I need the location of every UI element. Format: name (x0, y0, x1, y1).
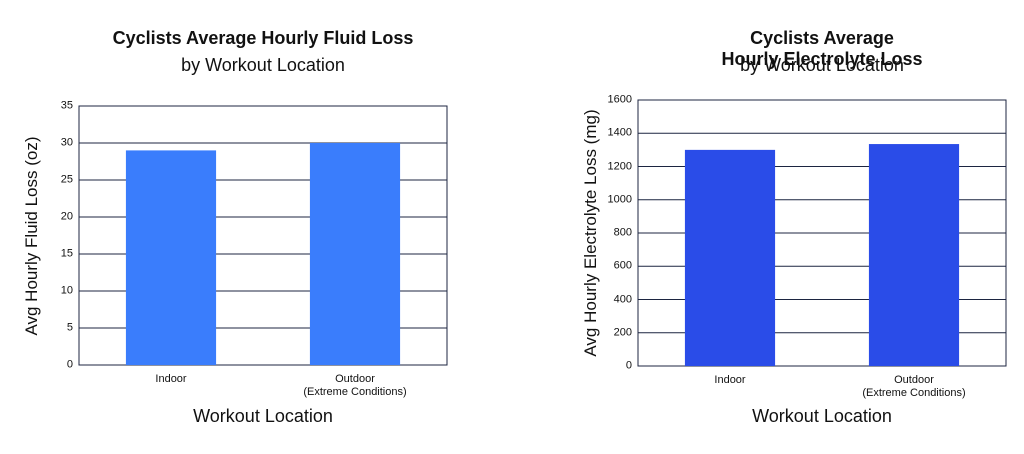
chart-title: Cyclists Average Hourly Electrolyte Loss (721, 28, 923, 69)
bar (309, 143, 401, 365)
y-tick-label: 0 (66, 358, 73, 371)
y-axis-title: Avg Hourly Electrolyte Loss (mg) (581, 109, 601, 357)
bar (684, 149, 776, 366)
y-tick-label: 1000 (607, 193, 632, 206)
x-tick-label: Outdoor (Extreme Conditions) (303, 373, 407, 398)
y-tick-label: 1600 (607, 93, 632, 106)
y-tick-label: 0 (625, 359, 632, 372)
y-tick-label: 10 (60, 284, 73, 297)
y-tick-label: 800 (613, 226, 632, 239)
y-axis-title: Avg Hourly Fluid Loss (oz) (22, 135, 42, 336)
y-tick-label: 15 (60, 247, 73, 260)
y-tick-label: 600 (613, 259, 632, 272)
y-tick-label: 20 (60, 210, 73, 223)
x-tick-label: Outdoor (Extreme Conditions) (862, 374, 966, 399)
x-axis-title: Workout Location (752, 406, 892, 426)
y-tick-label: 5 (66, 321, 73, 334)
chart-subtitle: by Workout Location (181, 55, 345, 75)
x-axis-title: Workout Location (193, 406, 333, 426)
y-tick-label: 400 (613, 293, 632, 306)
x-tick-label: Indoor (155, 373, 187, 385)
bar (868, 144, 960, 366)
plot-frame (637, 99, 1007, 367)
chart-subtitle: by Workout Location (740, 55, 904, 75)
x-tick-label: Indoor (714, 374, 746, 386)
y-tick-label: 1400 (607, 126, 632, 139)
y-tick-label: 30 (60, 136, 73, 149)
y-tick-label: 1200 (607, 160, 632, 173)
y-tick-label: 25 (60, 173, 73, 186)
bar (125, 150, 217, 365)
y-tick-label: 200 (613, 326, 632, 339)
y-tick-label: 35 (60, 99, 73, 112)
plot-frame (78, 105, 448, 366)
chart-title: Cyclists Average Hourly Fluid Loss (112, 28, 414, 48)
